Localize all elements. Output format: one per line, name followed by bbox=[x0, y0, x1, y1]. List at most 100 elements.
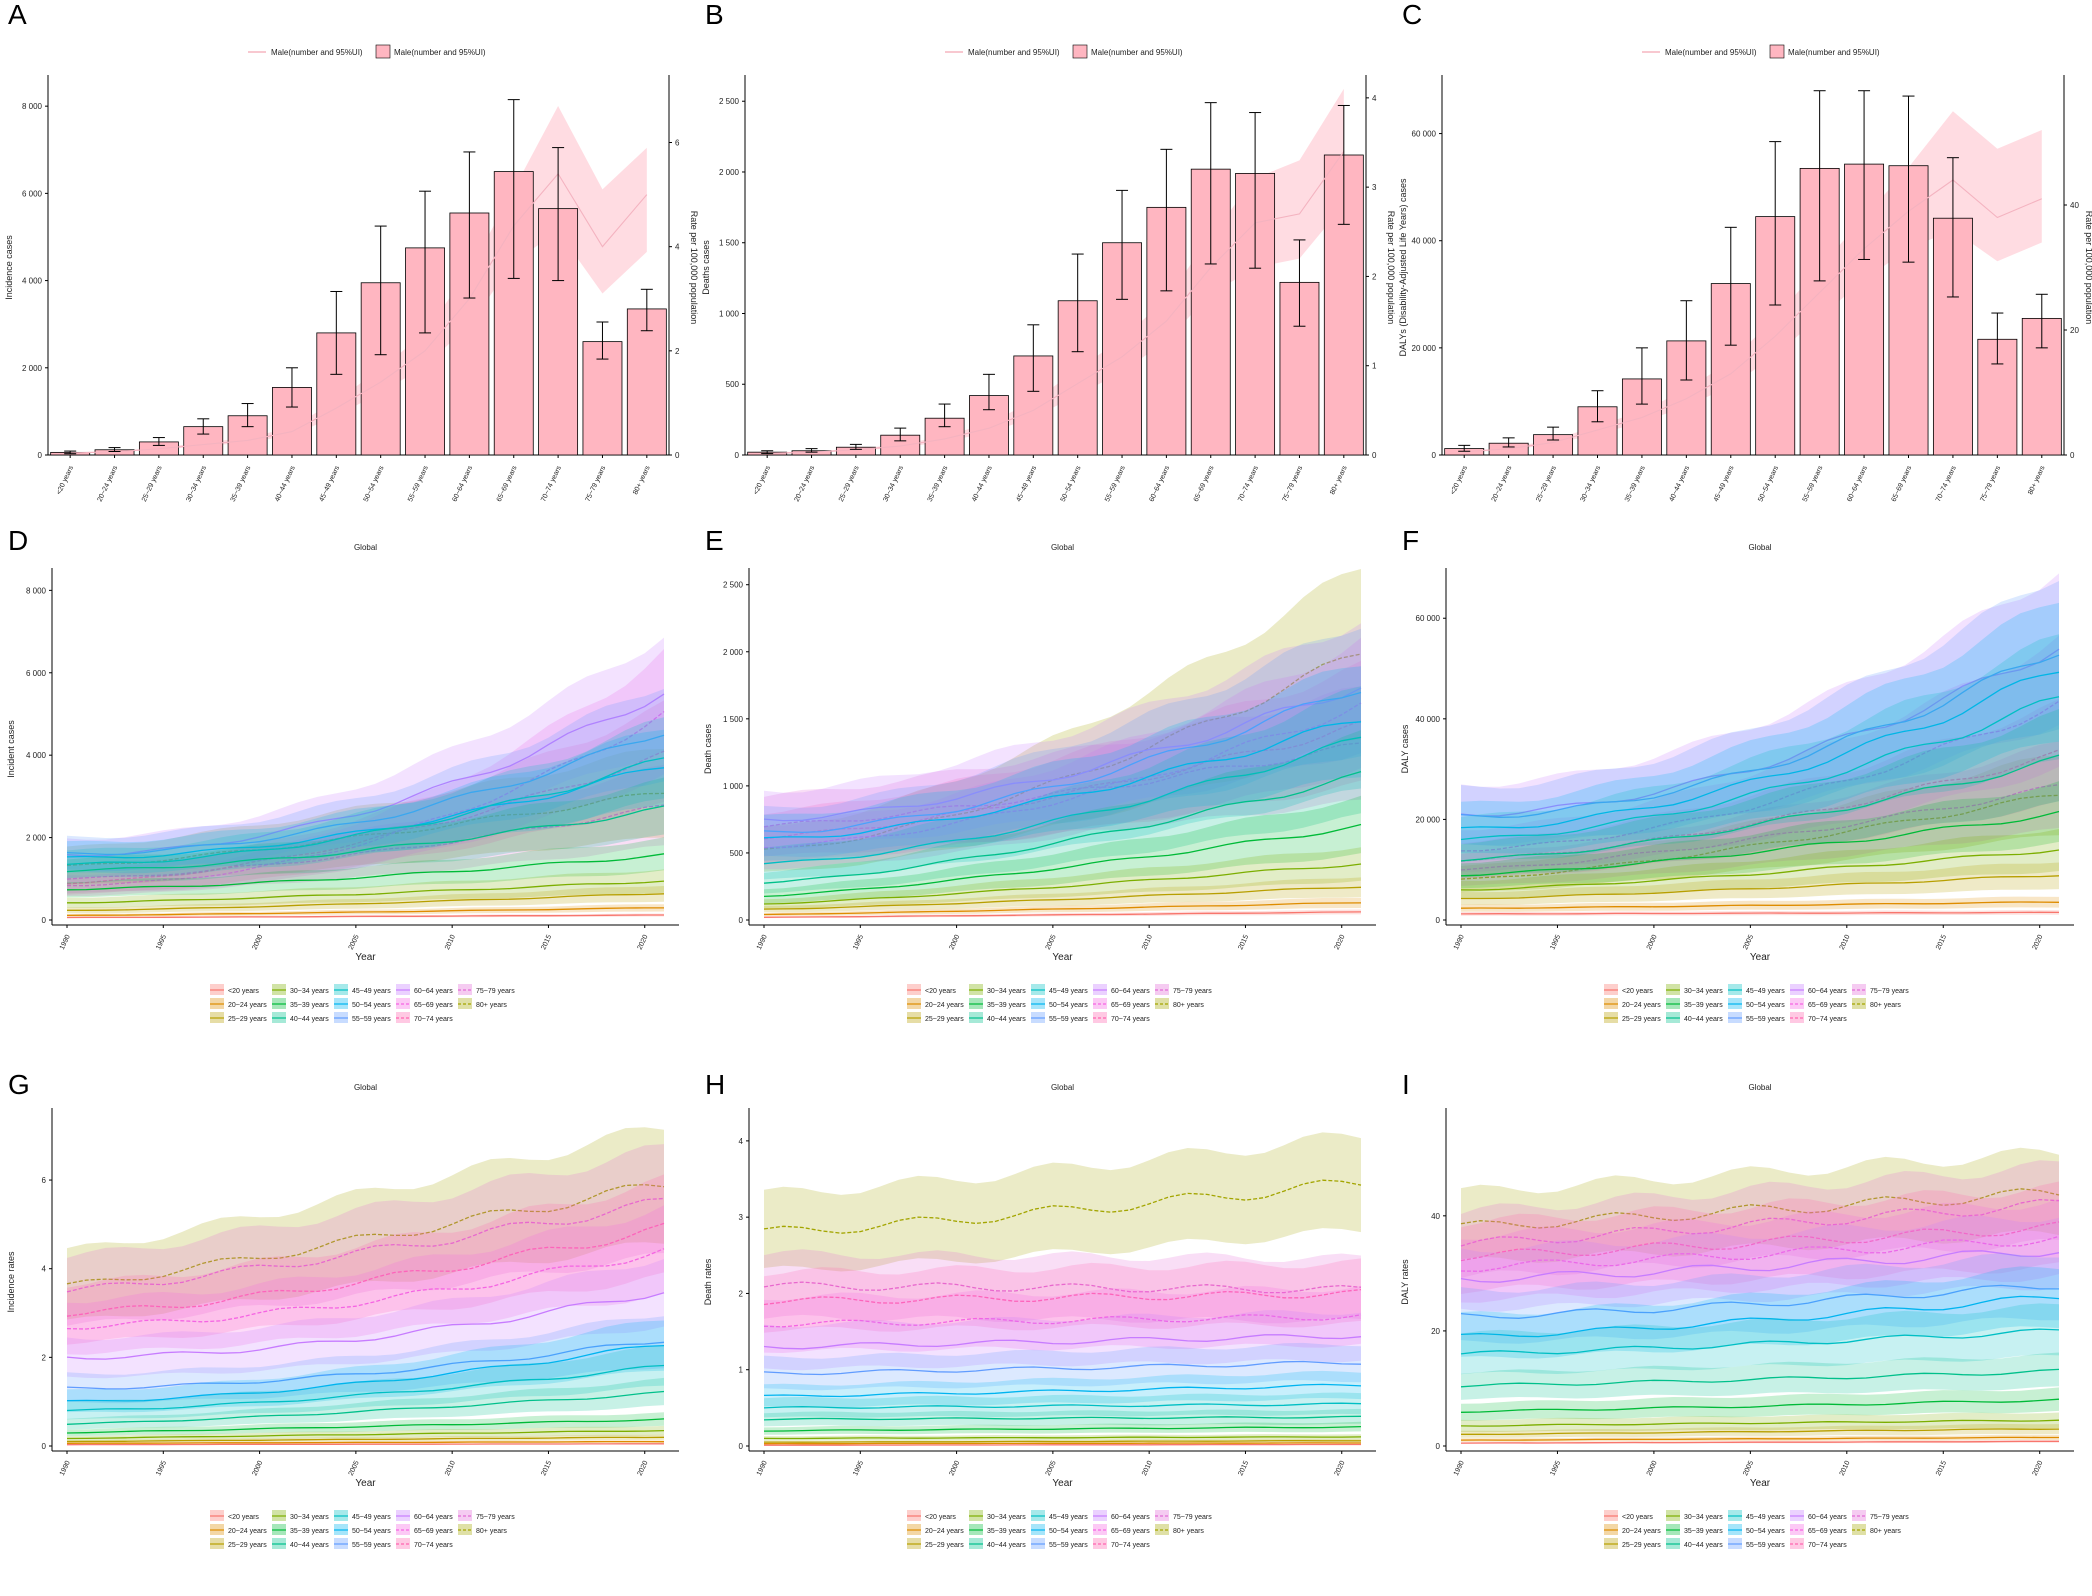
legend-label: 70~74 years bbox=[414, 1016, 453, 1023]
series-ci-band bbox=[67, 637, 664, 872]
legend-label: 50~54 years bbox=[1746, 1528, 1785, 1535]
series-line bbox=[763, 702, 1362, 849]
legend-label: 25~29 years bbox=[228, 1542, 267, 1549]
x-tick-label: 45~49 years bbox=[1015, 464, 1038, 503]
series-line bbox=[1460, 901, 2060, 909]
y-tick-label: 6 000 bbox=[22, 189, 43, 198]
y-tick-label: 4 000 bbox=[22, 277, 43, 286]
y2-tick-label: 20 bbox=[2070, 326, 2079, 335]
y2-axis-title: Rate per 100,000 population bbox=[2084, 211, 2092, 325]
series-ci-band bbox=[1461, 1412, 2059, 1433]
legend-label: <20 years bbox=[1622, 1514, 1653, 1521]
series-line bbox=[763, 1288, 1362, 1306]
x-tick-label: 2005 bbox=[348, 934, 361, 951]
series-ci-band bbox=[67, 886, 664, 914]
series-ci-band bbox=[764, 730, 1361, 894]
legend-label: <20 years bbox=[1622, 988, 1653, 995]
panel-d-svg: D Global 0 2 000 4 000 6 000 8 000 1990 1995 2000… bbox=[6, 525, 679, 1023]
x-tick-label: 80+ years bbox=[632, 464, 652, 495]
x-tick-label: 75~79 years bbox=[585, 464, 608, 503]
y-tick-label: 0 bbox=[1436, 916, 1441, 925]
series-ci-band bbox=[764, 686, 1361, 880]
x-axis-title: Year bbox=[355, 1478, 376, 1489]
x-tick-label: 25~29 years bbox=[1535, 464, 1558, 503]
legend-label: 45~49 years bbox=[352, 988, 391, 995]
y-tick-label: 60 000 bbox=[1416, 614, 1441, 623]
series-ci-band bbox=[764, 628, 1361, 857]
y2-tick-label: 0 bbox=[2070, 451, 2075, 460]
series-ci-band bbox=[67, 837, 664, 898]
y-tick-label: 0 bbox=[1436, 1442, 1441, 1451]
series-line bbox=[1460, 1198, 2060, 1247]
y-tick-label: 4 bbox=[42, 1265, 47, 1274]
series-ci-band bbox=[1461, 1215, 2059, 1312]
legend-label: 30~34 years bbox=[290, 1514, 329, 1521]
x-tick-label: 35~39 years bbox=[1624, 464, 1647, 503]
series-line bbox=[66, 767, 665, 859]
y-axis-title: Deaths cases bbox=[701, 240, 711, 295]
y-tick-label: 3 bbox=[739, 1213, 744, 1222]
x-tick-label: 60~64 years bbox=[1148, 464, 1171, 503]
panel-h-area-chart: H Global 0 1 2 3 4 1990 1995 2000 2005 2010 2015 2020… bbox=[697, 1069, 1394, 1596]
series-line bbox=[763, 1314, 1362, 1328]
panel-letter: G bbox=[8, 1069, 30, 1100]
x-tick-label: 55~59 years bbox=[1104, 464, 1127, 503]
series-ci-band bbox=[67, 1144, 664, 1326]
x-tick-label: 30~34 years bbox=[185, 464, 208, 503]
panel-subtitle: Global bbox=[1051, 543, 1074, 552]
series-ci-band bbox=[67, 749, 664, 885]
legend-label: 55~59 years bbox=[1746, 1016, 1785, 1023]
series-ci-band bbox=[1461, 1387, 2059, 1421]
legend-label: 80+ years bbox=[1870, 1002, 1901, 1009]
legend-bar-label: Male(number and 95%UI) bbox=[1091, 48, 1183, 57]
y2-tick-label: 0 bbox=[675, 451, 680, 460]
legend-label: 60~64 years bbox=[1111, 988, 1150, 995]
series-ci-band bbox=[1461, 1352, 2059, 1400]
legend-label: 75~79 years bbox=[1173, 988, 1212, 995]
series-ci-band bbox=[764, 877, 1361, 913]
y-tick-label: 2 000 bbox=[22, 364, 43, 373]
series-line bbox=[763, 1334, 1362, 1350]
x-tick-label: 2020 bbox=[637, 1460, 650, 1477]
legend-label: 60~64 years bbox=[414, 1514, 453, 1521]
x-tick-label: 60~64 years bbox=[451, 464, 474, 503]
rate-line bbox=[70, 172, 648, 454]
legend-label: 45~49 years bbox=[1746, 988, 1785, 995]
legend-label: 80+ years bbox=[476, 1528, 507, 1535]
legend-label: 30~34 years bbox=[290, 988, 329, 995]
series-line bbox=[763, 902, 1362, 916]
panel-letter: D bbox=[8, 525, 28, 556]
x-tick-label: 40~44 years bbox=[971, 464, 994, 503]
panel-f-area-chart: F Global 0 20 000 40 000 60 000 1990 1995 2000 20… bbox=[1394, 525, 2092, 1070]
x-tick-label: 1995 bbox=[1549, 934, 1562, 951]
x-tick-label: 2015 bbox=[540, 934, 553, 951]
x-tick-label: 1995 bbox=[852, 1460, 865, 1477]
legend-label: 50~54 years bbox=[1049, 1002, 1088, 1009]
series-line bbox=[763, 863, 1362, 905]
series-ci-band bbox=[1461, 896, 2059, 912]
series-line bbox=[66, 1429, 665, 1440]
x-tick-label: 40~44 years bbox=[274, 464, 297, 503]
legend-label: 35~39 years bbox=[290, 1528, 329, 1535]
series-line bbox=[66, 1440, 665, 1444]
legend-label: 55~59 years bbox=[1049, 1542, 1088, 1549]
legend-label: 25~29 years bbox=[925, 1016, 964, 1023]
y-tick-label: 2 bbox=[42, 1353, 47, 1362]
y-tick-label: 8 000 bbox=[26, 586, 47, 595]
panel-g-area-chart: G Global 0 2 4 6 1990 1995 2000 2005 2010 2015 2020 Y… bbox=[0, 1069, 697, 1596]
series-line bbox=[764, 1440, 1361, 1443]
series-ci-band bbox=[764, 1342, 1361, 1391]
series-ci-band bbox=[764, 1421, 1361, 1435]
series-line bbox=[1460, 794, 2060, 880]
panel-letter: I bbox=[1402, 1069, 1410, 1100]
panel-subtitle: Global bbox=[1748, 543, 1771, 552]
y-tick-label: 2 000 bbox=[719, 168, 740, 177]
legend-label: 55~59 years bbox=[352, 1016, 391, 1023]
series-ci-band bbox=[764, 666, 1361, 861]
series-line bbox=[1461, 1428, 2060, 1436]
series-ci-band bbox=[1461, 1160, 2059, 1278]
y2-tick-label: 40 bbox=[2070, 201, 2079, 210]
legend-label: 20~24 years bbox=[1622, 1528, 1661, 1535]
legend-label: 50~54 years bbox=[1746, 1002, 1785, 1009]
legend-label: 40~44 years bbox=[1684, 1016, 1723, 1023]
